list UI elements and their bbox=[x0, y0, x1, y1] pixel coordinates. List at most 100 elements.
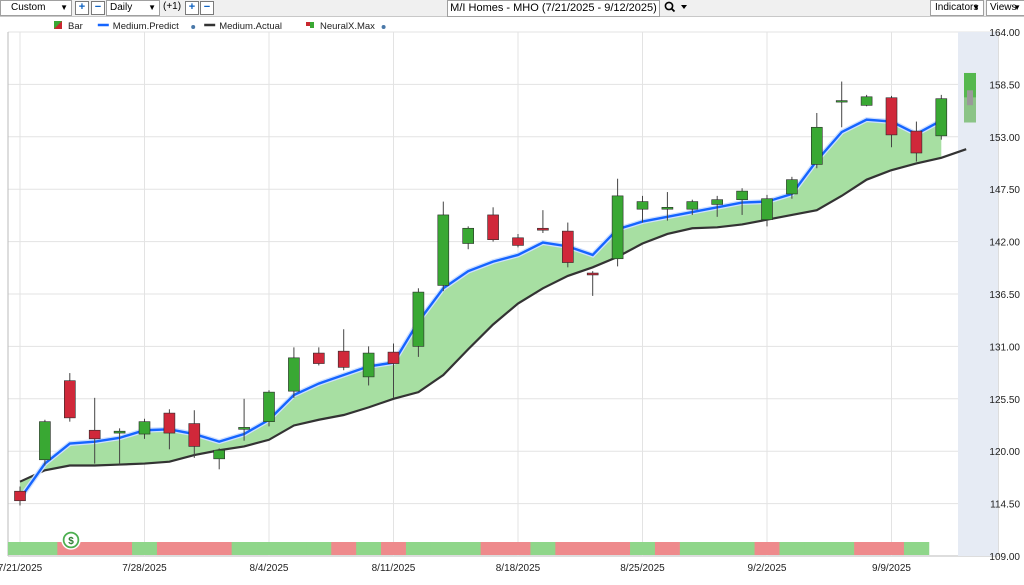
zoom-in-button[interactable]: + bbox=[75, 1, 89, 15]
candle[interactable] bbox=[39, 419, 51, 466]
candle[interactable] bbox=[113, 428, 126, 465]
period-select[interactable]: Custom ▼ bbox=[0, 0, 72, 16]
candle-body bbox=[860, 96, 873, 106]
x-axis: 7/21/2025 7/28/2025 8/4/2025 8/11/2025 8/18/… bbox=[0, 563, 911, 574]
candle[interactable] bbox=[661, 192, 674, 221]
legend-label: NeuralX.Max bbox=[320, 21, 375, 32]
candle[interactable] bbox=[487, 207, 499, 242]
candle[interactable] bbox=[263, 390, 275, 427]
signal-block bbox=[156, 542, 183, 555]
candle[interactable] bbox=[686, 199, 699, 215]
y-tick-label: 120.00 bbox=[989, 447, 1020, 458]
candle-body bbox=[337, 350, 350, 368]
candle[interactable] bbox=[512, 233, 524, 248]
legend-label: Medium.Actual bbox=[219, 21, 282, 32]
search-icon bbox=[664, 1, 687, 13]
zoom-out-button[interactable]: − bbox=[91, 1, 105, 15]
candle[interactable] bbox=[910, 121, 923, 162]
candle[interactable] bbox=[88, 397, 101, 464]
signal-block bbox=[455, 542, 482, 555]
neuralx-max-bar[interactable] bbox=[964, 72, 976, 123]
candle[interactable] bbox=[288, 347, 300, 398]
chart-title: M/I Homes - MHO (7/21/2025 - 9/12/2025) bbox=[447, 0, 660, 17]
band-fill bbox=[20, 119, 942, 499]
signal-block bbox=[879, 542, 905, 555]
candle-body bbox=[711, 199, 724, 205]
candle[interactable] bbox=[561, 222, 574, 268]
candle-body bbox=[561, 230, 574, 263]
candle[interactable] bbox=[188, 410, 201, 458]
signal-block bbox=[132, 542, 158, 555]
candle[interactable] bbox=[835, 81, 848, 128]
candle-body bbox=[412, 291, 425, 347]
signal-block bbox=[729, 542, 755, 555]
y-tick-label: 153.00 bbox=[989, 133, 1020, 144]
legend: Bar Medium.Predict Medium.Actual NeuralX.Ma… bbox=[54, 21, 386, 32]
candle-body bbox=[810, 126, 823, 165]
signal-block bbox=[779, 542, 805, 555]
candle-body bbox=[288, 357, 300, 392]
candle[interactable] bbox=[163, 409, 176, 450]
candle-body bbox=[113, 430, 126, 434]
candle-body bbox=[362, 352, 375, 378]
views-button[interactable]: Views ▼ bbox=[986, 0, 1024, 16]
candle[interactable] bbox=[611, 178, 624, 267]
predict-actual-band bbox=[20, 119, 942, 499]
offset-increase-button[interactable]: + bbox=[185, 1, 199, 15]
price-chart[interactable]: 164.00 158.50 153.00 147.50 142.00 136.50 131.… bbox=[0, 17, 1024, 580]
y-tick-label: 131.00 bbox=[989, 342, 1020, 353]
candle[interactable] bbox=[885, 95, 898, 148]
candle[interactable] bbox=[935, 94, 948, 140]
candle[interactable] bbox=[810, 112, 823, 169]
offset-decrease-button[interactable]: − bbox=[200, 1, 214, 15]
candle[interactable] bbox=[213, 448, 225, 470]
chevron-down-icon: ▼ bbox=[1013, 3, 1021, 12]
x-tick-label: 8/25/2025 bbox=[620, 563, 665, 574]
candle-body bbox=[661, 207, 674, 210]
candle[interactable] bbox=[636, 195, 649, 223]
candle[interactable] bbox=[412, 288, 425, 357]
candle-body bbox=[835, 100, 848, 103]
candle[interactable] bbox=[462, 226, 475, 250]
x-tick-label: 8/4/2025 bbox=[250, 563, 289, 574]
candle[interactable] bbox=[437, 201, 450, 292]
signal-block bbox=[530, 542, 556, 555]
candle-body bbox=[263, 391, 275, 422]
candle-body bbox=[437, 214, 450, 286]
signal-block bbox=[580, 542, 606, 555]
candle[interactable] bbox=[586, 271, 599, 296]
candle[interactable] bbox=[312, 347, 325, 366]
candle[interactable] bbox=[64, 373, 76, 422]
candle[interactable] bbox=[711, 195, 724, 217]
x-tick-label: 9/2/2025 bbox=[748, 563, 787, 574]
x-tick-label: 7/28/2025 bbox=[122, 563, 167, 574]
x-tick-label: 8/18/2025 bbox=[496, 563, 541, 574]
candle[interactable] bbox=[387, 343, 400, 398]
signal-block bbox=[107, 542, 133, 555]
candle[interactable] bbox=[138, 418, 151, 439]
candles bbox=[14, 72, 976, 506]
candle[interactable] bbox=[362, 346, 375, 386]
candle[interactable] bbox=[786, 176, 798, 199]
x-tick-label: 8/11/2025 bbox=[372, 563, 416, 574]
candle-body bbox=[636, 201, 649, 210]
candle[interactable] bbox=[860, 94, 873, 107]
signal-block bbox=[231, 542, 257, 555]
y-tick-label: 114.50 bbox=[990, 500, 1020, 511]
candle[interactable] bbox=[736, 188, 748, 215]
candle[interactable] bbox=[337, 329, 350, 371]
candle[interactable] bbox=[537, 210, 549, 234]
chart-area[interactable]: 164.00 158.50 153.00 147.50 142.00 136.50 131.… bbox=[0, 17, 1024, 580]
indicators-button[interactable]: Indicators ▼ bbox=[930, 0, 984, 16]
candle-body bbox=[64, 380, 76, 419]
search-button[interactable] bbox=[662, 0, 690, 15]
signal-block bbox=[430, 542, 457, 555]
candle[interactable] bbox=[761, 194, 773, 227]
interval-select[interactable]: Daily ▼ bbox=[106, 0, 160, 16]
dividend-marker[interactable]: $ bbox=[61, 530, 81, 550]
candle[interactable] bbox=[14, 486, 26, 506]
candle[interactable] bbox=[238, 398, 250, 441]
legend-settings-dot bbox=[381, 25, 386, 29]
legend-label: Bar bbox=[68, 21, 83, 32]
candle-body bbox=[312, 352, 325, 364]
